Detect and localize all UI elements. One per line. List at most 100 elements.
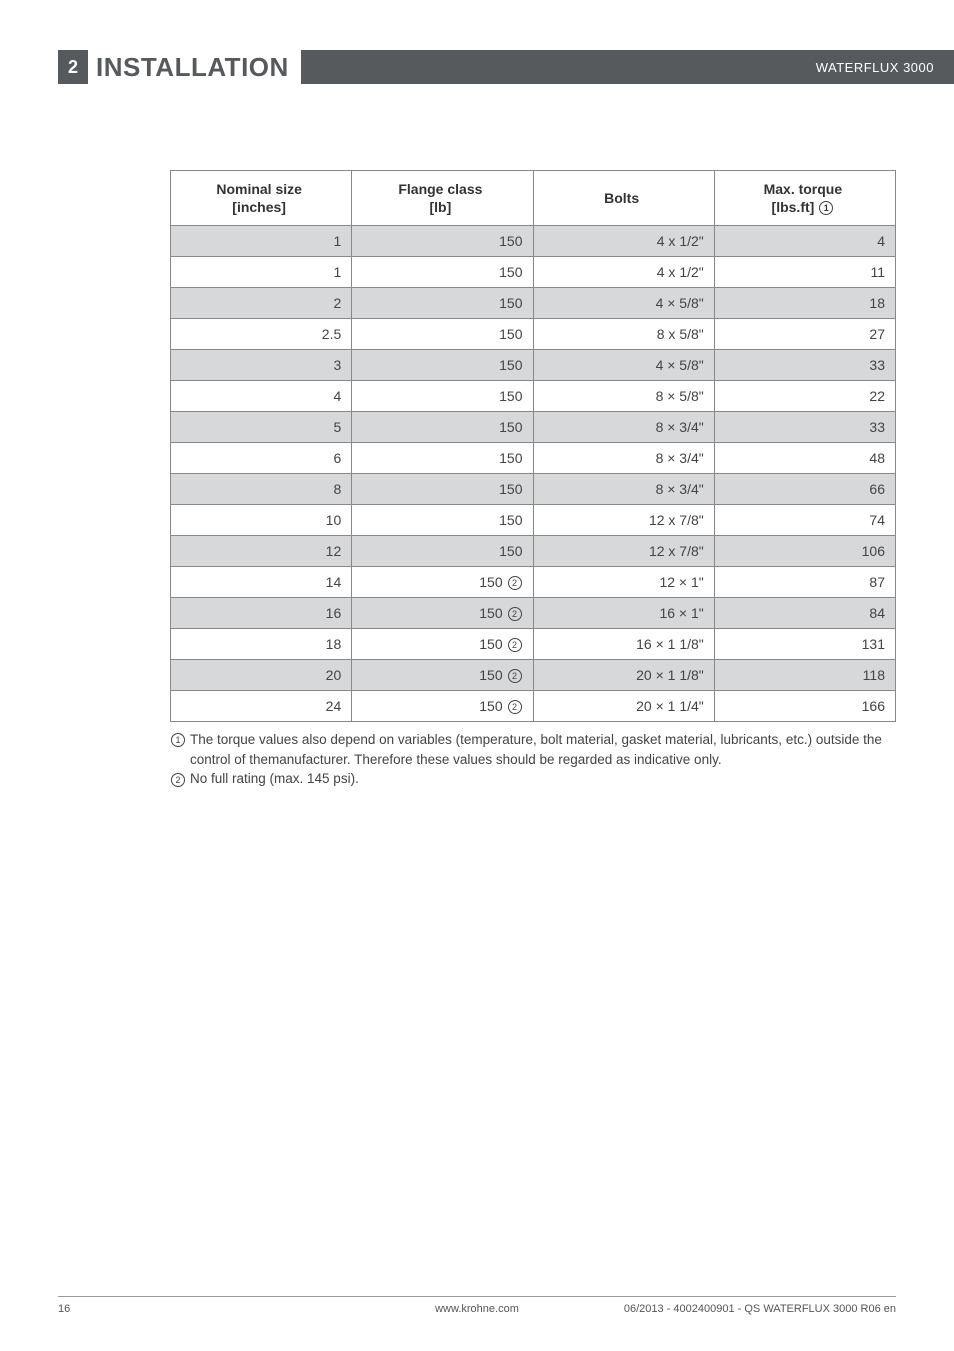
cell-nominal-size: 12	[171, 536, 352, 567]
table-row: 20150 220 × 1 1/8"118	[171, 660, 896, 691]
cell-flange-class: 150	[352, 412, 533, 443]
cell-max-torque: 84	[714, 598, 895, 629]
cell-nominal-size: 3	[171, 350, 352, 381]
cell-bolts: 8 × 3/4"	[533, 474, 714, 505]
footer-doc-id: 06/2013 - 4002400901 - QS WATERFLUX 3000…	[624, 1303, 896, 1315]
table-row: 11504 x 1/2"11	[171, 257, 896, 288]
section-number-badge: 2	[58, 50, 88, 84]
table-row: 51508 × 3/4"33	[171, 412, 896, 443]
cell-nominal-size: 14	[171, 567, 352, 598]
table-row: 1215012 x 7/8"106	[171, 536, 896, 567]
cell-bolts: 12 × 1"	[533, 567, 714, 598]
cell-bolts: 20 × 1 1/8"	[533, 660, 714, 691]
footnote-text: No full rating (max. 145 psi).	[190, 769, 896, 789]
table-row: 61508 × 3/4"48	[171, 443, 896, 474]
table-row: 31504 × 5/8"33	[171, 350, 896, 381]
cell-flange-class: 150	[352, 319, 533, 350]
cell-nominal-size: 24	[171, 691, 352, 722]
cell-bolts: 4 x 1/2"	[533, 226, 714, 257]
footnote-text: The torque values also depend on variabl…	[190, 730, 896, 769]
cell-max-torque: 87	[714, 567, 895, 598]
table-row: 41508 × 5/8"22	[171, 381, 896, 412]
cell-bolts: 8 × 5/8"	[533, 381, 714, 412]
footnotes: 1 The torque values also depend on variab…	[170, 730, 896, 789]
cell-bolts: 4 x 1/2"	[533, 257, 714, 288]
header-product-bar: WATERFLUX 3000	[301, 50, 954, 84]
table-row: 1015012 x 7/8"74	[171, 505, 896, 536]
cell-bolts: 12 x 7/8"	[533, 536, 714, 567]
cell-nominal-size: 8	[171, 474, 352, 505]
cell-flange-class: 150	[352, 226, 533, 257]
cell-nominal-size: 10	[171, 505, 352, 536]
cell-bolts: 8 × 3/4"	[533, 412, 714, 443]
cell-flange-class: 150 2	[352, 691, 533, 722]
cell-max-torque: 48	[714, 443, 895, 474]
footnote-number-icon: 2	[171, 773, 185, 787]
cell-nominal-size: 1	[171, 257, 352, 288]
cell-nominal-size: 4	[171, 381, 352, 412]
footnote-row: 2 No full rating (max. 145 psi).	[170, 769, 896, 789]
table-row: 21504 × 5/8"18	[171, 288, 896, 319]
cell-flange-class: 150	[352, 257, 533, 288]
cell-max-torque: 74	[714, 505, 895, 536]
footnote-ref-icon: 2	[508, 576, 522, 590]
cell-flange-class: 150	[352, 350, 533, 381]
cell-bolts: 20 × 1 1/4"	[533, 691, 714, 722]
cell-flange-class: 150 2	[352, 567, 533, 598]
torque-table: Nominal size [inches] Flange class [lb] …	[170, 170, 896, 722]
cell-max-torque: 66	[714, 474, 895, 505]
col-header-max-torque: Max. torque [lbs.ft] 1	[714, 171, 895, 226]
cell-max-torque: 106	[714, 536, 895, 567]
cell-bolts: 8 x 5/8"	[533, 319, 714, 350]
cell-max-torque: 22	[714, 381, 895, 412]
footnote-ref-icon: 2	[508, 638, 522, 652]
table-row: 11504 x 1/2"4	[171, 226, 896, 257]
cell-max-torque: 33	[714, 350, 895, 381]
cell-nominal-size: 16	[171, 598, 352, 629]
footer-page-number: 16	[58, 1303, 70, 1315]
col-header-flange-class: Flange class [lb]	[352, 171, 533, 226]
table-header-row: Nominal size [inches] Flange class [lb] …	[171, 171, 896, 226]
footnote-number-icon: 1	[171, 733, 185, 747]
cell-flange-class: 150	[352, 474, 533, 505]
col-header-nominal-size: Nominal size [inches]	[171, 171, 352, 226]
cell-nominal-size: 1	[171, 226, 352, 257]
cell-bolts: 4 × 5/8"	[533, 288, 714, 319]
cell-flange-class: 150	[352, 505, 533, 536]
footnote-ref-icon: 2	[508, 607, 522, 621]
cell-nominal-size: 20	[171, 660, 352, 691]
cell-max-torque: 11	[714, 257, 895, 288]
cell-flange-class: 150 2	[352, 629, 533, 660]
cell-max-torque: 131	[714, 629, 895, 660]
table-row: 14150 212 × 1"87	[171, 567, 896, 598]
cell-flange-class: 150 2	[352, 660, 533, 691]
cell-flange-class: 150	[352, 536, 533, 567]
table-row: 18150 216 × 1 1/8"131	[171, 629, 896, 660]
section-title: INSTALLATION	[88, 50, 289, 84]
table-row: 81508 × 3/4"66	[171, 474, 896, 505]
cell-max-torque: 166	[714, 691, 895, 722]
cell-max-torque: 118	[714, 660, 895, 691]
cell-max-torque: 27	[714, 319, 895, 350]
table-row: 2.51508 x 5/8"27	[171, 319, 896, 350]
cell-nominal-size: 2	[171, 288, 352, 319]
cell-nominal-size: 2.5	[171, 319, 352, 350]
cell-bolts: 8 × 3/4"	[533, 443, 714, 474]
cell-flange-class: 150	[352, 443, 533, 474]
table-row: 24150 220 × 1 1/4"166	[171, 691, 896, 722]
cell-bolts: 16 × 1"	[533, 598, 714, 629]
cell-nominal-size: 6	[171, 443, 352, 474]
col-header-bolts: Bolts	[533, 171, 714, 226]
cell-max-torque: 33	[714, 412, 895, 443]
footnote-ref-icon: 2	[508, 669, 522, 683]
page-footer: www.krohne.com 16 06/2013 - 4002400901 -…	[58, 1296, 896, 1315]
footnote-ref-icon: 2	[508, 700, 522, 714]
cell-max-torque: 18	[714, 288, 895, 319]
cell-bolts: 12 x 7/8"	[533, 505, 714, 536]
product-name: WATERFLUX 3000	[816, 60, 934, 75]
table-row: 16150 216 × 1"84	[171, 598, 896, 629]
cell-nominal-size: 18	[171, 629, 352, 660]
main-content: Nominal size [inches] Flange class [lb] …	[170, 170, 896, 789]
cell-flange-class: 150	[352, 381, 533, 412]
cell-max-torque: 4	[714, 226, 895, 257]
